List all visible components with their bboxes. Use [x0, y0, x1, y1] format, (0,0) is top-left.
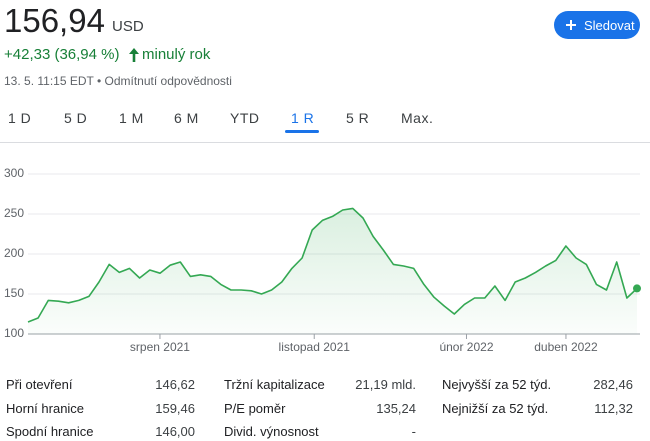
area-fill — [28, 208, 637, 334]
stat-value: 282,46 — [593, 377, 633, 392]
stat-label: Tržní kapitalizace — [224, 377, 325, 392]
stat-value: 21,19 mld. — [355, 377, 416, 392]
range-tab[interactable]: 5 D — [64, 110, 88, 126]
range-tabs: 1 D 5 D 1 M 6 M YTD 1 R 5 R Max. — [0, 110, 650, 134]
stat-value: 146,62 — [155, 377, 195, 392]
range-tab[interactable]: 1 R — [291, 110, 315, 126]
range-tab[interactable]: 6 M — [174, 110, 199, 126]
x-tick-label: duben 2022 — [534, 340, 598, 354]
y-tick-label: 200 — [4, 246, 24, 260]
stat-value: 159,46 — [155, 401, 195, 416]
x-tick-label: listopad 2021 — [279, 340, 351, 354]
stat-label: Divid. výnosnost — [224, 424, 319, 439]
x-tick-label: srpen 2021 — [130, 340, 190, 354]
stat-label: Horní hranice — [6, 401, 85, 416]
stat-label: Spodní hranice — [6, 424, 94, 439]
price-line — [27, 207, 638, 323]
price: 156,94 — [4, 2, 105, 39]
stat-label: Nejvyšší za 52 týd. — [442, 377, 552, 392]
y-tick-label: 250 — [4, 206, 24, 220]
currency: USD — [112, 18, 144, 35]
follow-button[interactable]: Sledovat — [554, 11, 640, 39]
divider — [0, 142, 650, 143]
stat-value: 146,00 — [155, 424, 195, 439]
period: minulý rok — [142, 46, 211, 63]
y-tick-label: 150 — [4, 286, 24, 300]
range-tab[interactable]: 5 R — [346, 110, 370, 126]
timestamp-line: 13. 5. 11:15 EDT • Odmítnutí odpovědnost… — [4, 74, 232, 88]
change: +42,33 (36,94 %) — [4, 46, 120, 63]
stat-label: Nejnižší za 52 týd. — [442, 401, 549, 416]
range-tab[interactable]: YTD — [230, 110, 260, 126]
range-tab[interactable]: 1 D — [8, 110, 32, 126]
range-tab[interactable]: Max. — [401, 110, 434, 126]
range-tab[interactable]: 1 M — [119, 110, 144, 126]
y-tick-label: 100 — [4, 326, 24, 340]
last-point — [633, 284, 641, 293]
stat-label: Při otevření — [6, 377, 73, 392]
timestamp: 13. 5. 11:15 EDT — [4, 74, 94, 88]
y-tick-label: 300 — [4, 166, 24, 180]
disclaimer[interactable]: Odmítnutí odpovědnosti — [104, 74, 232, 88]
stat-value: - — [411, 424, 416, 439]
up-arrow — [129, 48, 139, 62]
stat-value: 135,24 — [376, 401, 416, 416]
stat-label: P/E poměr — [224, 401, 286, 416]
x-tick-label: únor 2022 — [439, 340, 493, 354]
follow-label: Sledovat — [584, 18, 635, 33]
tab-underline — [285, 130, 319, 133]
stat-value: 112,32 — [594, 401, 633, 416]
plus-icon — [566, 20, 576, 30]
